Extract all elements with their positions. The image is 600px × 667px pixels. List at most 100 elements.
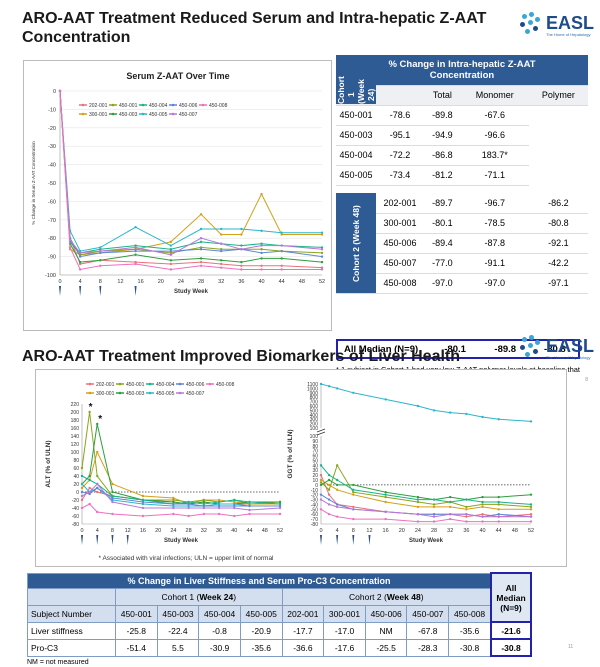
y-tick-label: 60 <box>312 454 318 460</box>
series-line <box>59 90 322 271</box>
y-tick-label: 220 <box>71 402 80 408</box>
data-point <box>111 482 114 486</box>
subject-header: 450-003 <box>156 604 200 623</box>
data-point <box>233 502 236 506</box>
data-point <box>319 483 323 487</box>
subject-header: 450-007 <box>406 604 450 623</box>
data-point <box>465 505 468 509</box>
data-point <box>327 483 331 487</box>
y-tick-label: 20 <box>312 473 318 479</box>
y-tick-label: 600 <box>310 404 319 410</box>
data-point <box>352 508 355 511</box>
table-row: 450-008 -97.0 -97.0 -97.1 <box>336 273 588 294</box>
data-point <box>169 244 173 247</box>
y-tick-label: 60 <box>73 466 79 472</box>
total-cell: -77.0 <box>424 253 461 274</box>
data-point <box>233 500 236 504</box>
x-tick-label: 0 <box>58 279 61 285</box>
data-point <box>280 257 283 260</box>
easl-word: EASL <box>546 12 595 33</box>
monomer-cell: -91.1 <box>460 253 529 274</box>
nm-footnote: NM = not measured <box>27 659 89 666</box>
data-point <box>240 233 243 236</box>
y-tick-label: 100 <box>310 426 319 432</box>
data-point <box>134 262 137 266</box>
legend-marker <box>88 391 92 395</box>
data-point <box>240 248 243 251</box>
y-tick-label: 100 <box>71 450 80 456</box>
polymer-cell: -42.2 <box>528 253 588 274</box>
value-cell: -17.7 <box>281 621 325 640</box>
dose-icon <box>352 535 355 545</box>
data-point <box>169 249 173 253</box>
x-tick-label: 12 <box>117 279 123 285</box>
total-cell: -89.4 <box>424 233 461 254</box>
data-point <box>199 246 203 249</box>
polymer-cell: -71.1 <box>460 165 529 186</box>
value-cell: -17.6 <box>323 638 366 657</box>
data-point <box>134 260 137 264</box>
data-point <box>80 486 84 490</box>
data-point <box>481 520 484 523</box>
data-point <box>529 513 533 516</box>
y-tick-label: -80 <box>48 236 56 242</box>
legend-entry: 450-001 <box>126 382 145 388</box>
hepatic-table-header: % Change in Intra-hepatic Z-AAT Concentr… <box>336 55 588 86</box>
y-tick-label: 1100 <box>307 382 318 388</box>
data-point <box>220 227 223 231</box>
y-tick-label: 30 <box>312 468 318 474</box>
data-point <box>78 262 82 266</box>
data-point <box>248 504 251 508</box>
subject-header: 450-001 <box>115 604 158 623</box>
value-cell: -28.3 <box>406 638 450 657</box>
data-point <box>327 493 331 496</box>
series-line <box>59 90 322 252</box>
median-row: All Median (N=9) -80.1 -89.8 -80.8 <box>336 339 580 359</box>
data-point <box>529 505 533 509</box>
monomer-cell: -96.7 <box>460 193 529 214</box>
y-tick-label: 20 <box>73 482 79 488</box>
data-point <box>465 498 468 501</box>
legend-marker <box>201 103 205 107</box>
data-point <box>416 495 420 499</box>
data-point <box>497 508 500 511</box>
x-tick-label: 36 <box>463 528 469 534</box>
data-point <box>319 464 323 467</box>
x-tick-label: 40 <box>258 279 264 285</box>
series-line <box>320 474 532 518</box>
data-point <box>80 506 84 510</box>
data-point <box>319 382 323 386</box>
easl-word: EASL <box>546 335 595 356</box>
data-point <box>497 500 500 504</box>
legend-entry: 450-004 <box>156 382 175 388</box>
monomer-cell: -86.8 <box>424 145 461 166</box>
data-point <box>278 506 282 510</box>
series-line <box>320 479 532 501</box>
polymer-cell: -80.8 <box>528 213 588 234</box>
data-point <box>88 474 91 478</box>
data-point <box>384 398 387 401</box>
x-tick-label: 36 <box>216 528 222 534</box>
data-point <box>432 409 436 412</box>
data-point <box>220 266 223 269</box>
data-point <box>260 251 263 255</box>
data-point <box>96 486 99 490</box>
slide-number-2: 11 <box>568 644 574 650</box>
data-point <box>202 504 206 508</box>
data-point <box>335 503 339 506</box>
n-label: (N=9) <box>500 602 522 613</box>
monomer-cell: -87.8 <box>460 233 529 254</box>
x-axis-label: Study Week <box>164 538 199 544</box>
data-point <box>335 464 339 467</box>
data-point <box>199 264 203 267</box>
x-tick-label: 24 <box>170 528 176 534</box>
data-point <box>169 253 173 256</box>
data-point <box>352 391 355 394</box>
subject-id: 450-001 <box>336 105 376 126</box>
x-tick-label: 16 <box>383 528 389 534</box>
table-row: Liver stiffness -25.8 -22.4 -0.8 -20.9 -17.7-… <box>27 621 532 640</box>
table-row: 450-006 -89.4 -87.8 -92.1 <box>336 233 588 254</box>
data-point <box>319 478 323 482</box>
monomer-cell: -97.0 <box>460 273 529 294</box>
monomer-cell: -78.5 <box>460 213 529 234</box>
